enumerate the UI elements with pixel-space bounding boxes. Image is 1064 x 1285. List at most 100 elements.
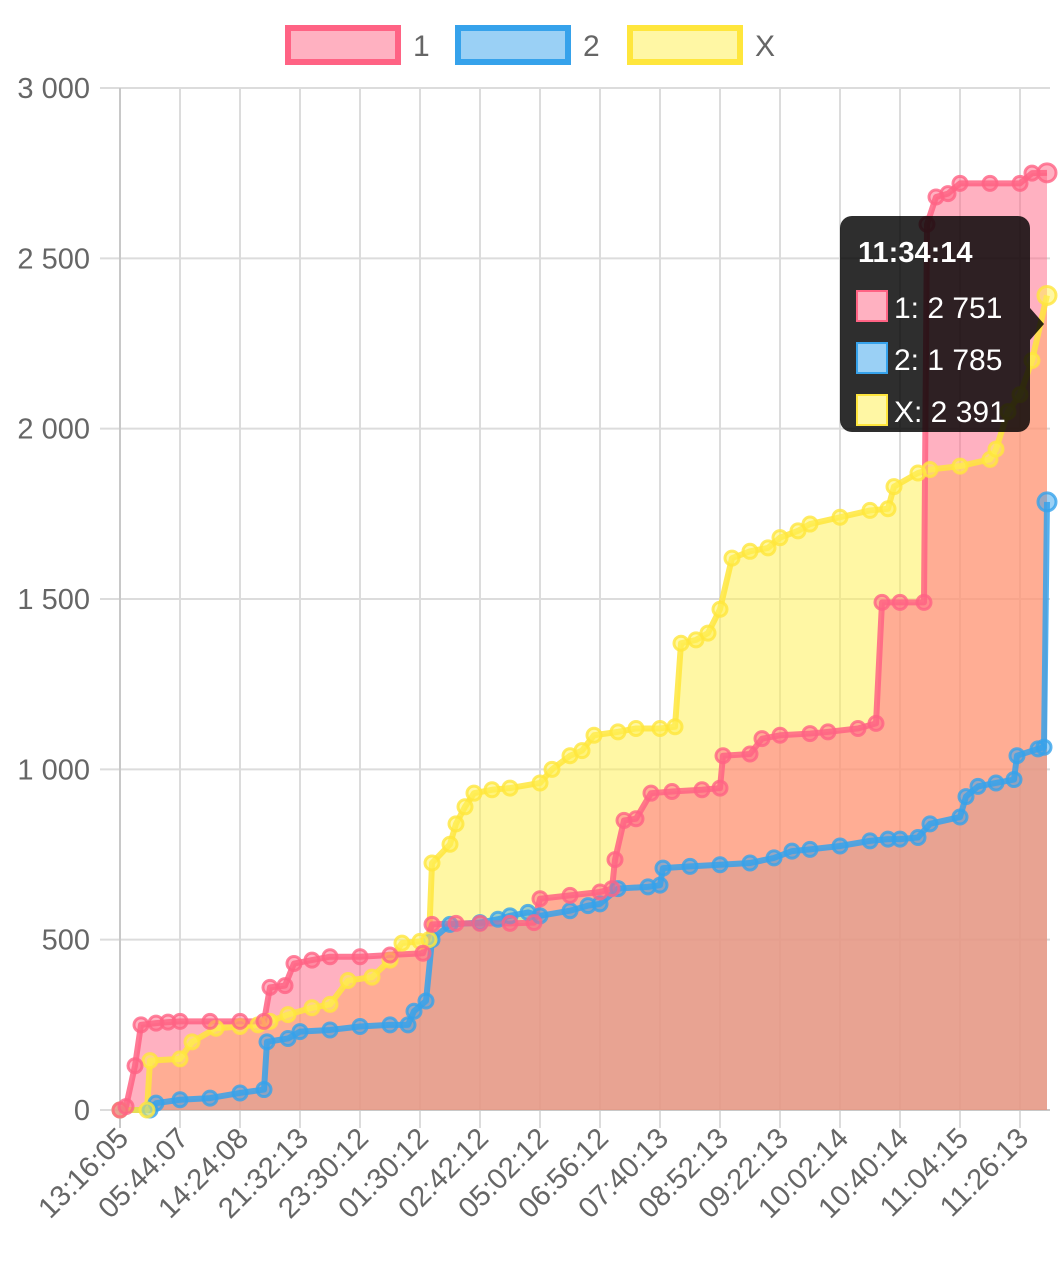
- data-point-1[interactable]: [561, 886, 579, 904]
- data-point-1[interactable]: [753, 730, 771, 748]
- data-point-X[interactable]: [885, 478, 903, 496]
- data-point-X[interactable]: [801, 515, 819, 533]
- data-point-1[interactable]: [423, 915, 441, 933]
- data-point-2[interactable]: [321, 1021, 339, 1039]
- data-point-X[interactable]: [441, 835, 459, 853]
- data-point-2[interactable]: [987, 774, 1005, 792]
- data-point-1[interactable]: [663, 782, 681, 800]
- data-point-1[interactable]: [525, 914, 543, 932]
- data-point-X[interactable]: [483, 781, 501, 799]
- data-point-X[interactable]: [303, 999, 321, 1017]
- data-point-1[interactable]: [414, 944, 432, 962]
- legend-swatch-X[interactable]: [627, 25, 743, 65]
- data-point-1[interactable]: [255, 1012, 273, 1030]
- data-point-2[interactable]: [831, 837, 849, 855]
- data-point-1[interactable]: [1011, 174, 1029, 192]
- data-point-1[interactable]: [321, 948, 339, 966]
- data-point-X[interactable]: [627, 719, 645, 737]
- data-point-X[interactable]: [423, 854, 441, 872]
- data-point-2[interactable]: [561, 902, 579, 920]
- data-point-X[interactable]: [651, 719, 669, 737]
- data-point-X[interactable]: [672, 634, 690, 652]
- data-point-X[interactable]: [456, 798, 474, 816]
- data-point-2[interactable]: [861, 832, 879, 850]
- data-point-1[interactable]: [285, 955, 303, 973]
- data-point-2[interactable]: [255, 1081, 273, 1099]
- data-point-X[interactable]: [531, 774, 549, 792]
- data-point-1[interactable]: [276, 977, 294, 995]
- data-point-2[interactable]: [654, 859, 672, 877]
- data-point-2[interactable]: [171, 1091, 189, 1109]
- data-point-X[interactable]: [447, 815, 465, 833]
- data-point-2[interactable]: [783, 842, 801, 860]
- data-point-1[interactable]: [603, 880, 621, 898]
- data-point-1[interactable]: [939, 185, 957, 203]
- data-point-2[interactable]: [231, 1084, 249, 1102]
- data-point-1[interactable]: [606, 851, 624, 869]
- data-point-X[interactable]: [666, 718, 684, 736]
- data-point-X[interactable]: [987, 440, 1005, 458]
- data-point-1[interactable]: [126, 1057, 144, 1075]
- data-point-2[interactable]: [801, 840, 819, 858]
- data-point-1[interactable]: [303, 951, 321, 969]
- data-point-1[interactable]: [819, 723, 837, 741]
- data-point-2[interactable]: [969, 777, 987, 795]
- data-point-1[interactable]: [741, 745, 759, 763]
- data-point-1[interactable]: [501, 914, 519, 932]
- legend[interactable]: 1 2 X: [285, 25, 775, 65]
- data-point-2[interactable]: [1005, 771, 1023, 789]
- data-point-1[interactable]: [981, 174, 999, 192]
- data-point-1[interactable]: [117, 1098, 135, 1116]
- data-point-1[interactable]: [891, 593, 909, 611]
- data-point-X[interactable]: [861, 501, 879, 519]
- data-point-1[interactable]: [201, 1012, 219, 1030]
- data-point-1[interactable]: [693, 781, 711, 799]
- data-point-2[interactable]: [1008, 747, 1026, 765]
- data-point-1[interactable]: [711, 779, 729, 797]
- data-point-2[interactable]: [711, 856, 729, 874]
- data-point-X[interactable]: [543, 760, 561, 778]
- legend-label-2[interactable]: 2: [583, 30, 600, 63]
- data-point-X[interactable]: [183, 1033, 201, 1051]
- data-point-X[interactable]: [771, 529, 789, 547]
- data-point-X[interactable]: [759, 539, 777, 557]
- data-point-1[interactable]: [849, 719, 867, 737]
- data-point-2[interactable]: [351, 1018, 369, 1036]
- data-point-X[interactable]: [711, 600, 729, 618]
- data-point-2[interactable]: [765, 849, 783, 867]
- data-point-X[interactable]: [171, 1050, 189, 1068]
- data-point-X[interactable]: [1036, 284, 1058, 306]
- data-point-X[interactable]: [363, 968, 381, 986]
- data-point-2[interactable]: [681, 857, 699, 875]
- data-point-2[interactable]: [417, 992, 435, 1010]
- data-point-X[interactable]: [585, 726, 603, 744]
- data-point-2[interactable]: [1036, 491, 1058, 513]
- legend-label-1[interactable]: 1: [413, 30, 430, 63]
- data-point-X[interactable]: [420, 931, 438, 949]
- data-point-1[interactable]: [261, 978, 279, 996]
- data-point-2[interactable]: [258, 1033, 276, 1051]
- data-point-X[interactable]: [699, 624, 717, 642]
- data-point-1[interactable]: [447, 914, 465, 932]
- data-point-1[interactable]: [714, 747, 732, 765]
- data-point-2[interactable]: [921, 815, 939, 833]
- data-point-X[interactable]: [609, 723, 627, 741]
- legend-swatch-2[interactable]: [455, 25, 571, 65]
- data-point-2[interactable]: [405, 1002, 423, 1020]
- data-point-1[interactable]: [771, 726, 789, 744]
- data-point-1[interactable]: [867, 714, 885, 732]
- data-point-X[interactable]: [141, 1052, 159, 1070]
- data-point-1[interactable]: [471, 914, 489, 932]
- data-point-X[interactable]: [831, 508, 849, 526]
- data-point-X[interactable]: [921, 461, 939, 479]
- data-point-2[interactable]: [891, 830, 909, 848]
- data-point-X[interactable]: [573, 742, 591, 760]
- data-point-X[interactable]: [951, 457, 969, 475]
- data-point-1[interactable]: [381, 946, 399, 964]
- data-point-1[interactable]: [171, 1012, 189, 1030]
- data-point-X[interactable]: [879, 500, 897, 518]
- data-point-X[interactable]: [138, 1101, 156, 1119]
- data-point-2[interactable]: [399, 1016, 417, 1034]
- data-point-X[interactable]: [741, 542, 759, 560]
- data-point-X[interactable]: [465, 784, 483, 802]
